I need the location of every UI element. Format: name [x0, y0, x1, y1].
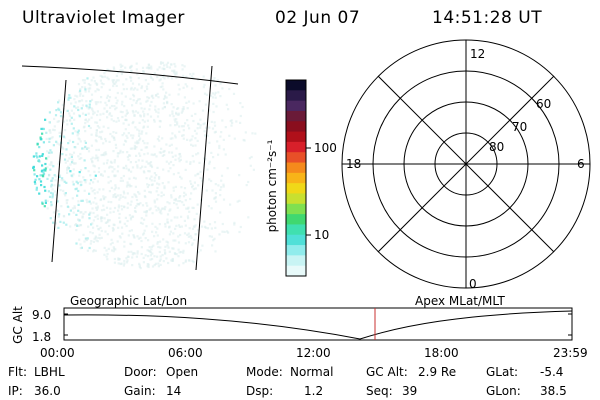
colorbar-band: [286, 255, 306, 267]
timeline-xtick-1800: 18:00: [424, 346, 459, 360]
polar-label-6: 6: [577, 157, 585, 171]
altitude-curve: [63, 310, 573, 340]
timeline-xtick-0600: 06:00: [168, 346, 203, 360]
colorbar-band: [286, 110, 306, 122]
timeline-xtick-1200: 12:00: [296, 346, 331, 360]
polar-lat-70: 70: [512, 120, 528, 134]
aurora-emission-speckle: [32, 61, 257, 270]
mode-label: Mode:: [246, 365, 283, 379]
timeline-xtick-2359: 23:59: [553, 346, 588, 360]
colorbar-band: [286, 141, 306, 153]
ip-label: IP:: [8, 384, 23, 398]
colorbar-band: [286, 203, 306, 215]
seq-value: 39: [402, 384, 418, 398]
dsp-label: Dsp:: [246, 384, 274, 398]
timeline-left-label: Geographic Lat/Lon: [70, 294, 188, 308]
colorbar-band: [286, 172, 306, 184]
glat-label: GLat:: [486, 365, 519, 379]
colorbar-band: [286, 100, 306, 112]
geo-grid-line: [51, 79, 67, 263]
gcalt-label: GC Alt:: [366, 365, 408, 379]
colorbar-band: [286, 131, 306, 143]
colorbar-band: [286, 224, 306, 236]
gain-value: 14: [166, 384, 182, 398]
glon-label: GLon:: [486, 384, 521, 398]
instrument-title: Ultraviolet Imager: [22, 8, 185, 28]
colorbar-band: [286, 245, 306, 256]
door-value: Open: [166, 365, 199, 379]
colorbar-band: [286, 162, 306, 174]
gcalt-value: 2.9 Re: [418, 365, 457, 379]
polar-lat-80: 80: [489, 140, 505, 154]
flt-label: Flt:: [8, 365, 27, 379]
polar-label-0: 0: [469, 277, 477, 291]
ip-value: 36.0: [34, 384, 61, 398]
timeline-right-label: Apex MLat/MLT: [415, 294, 505, 308]
colorbar-band: [286, 152, 306, 164]
date-label: 02 Jun 07: [275, 8, 361, 28]
polar-lat-60: 60: [536, 97, 552, 111]
colorbar-band: [286, 90, 306, 102]
glat-value: -5.4: [540, 365, 564, 379]
polar-label-12: 12: [470, 47, 486, 61]
colorbar-band: [286, 80, 306, 91]
flt-value: LBHL: [34, 365, 65, 379]
colorbar-band: [286, 265, 306, 277]
timeline-xtick-0000: 00:00: [40, 346, 75, 360]
colorbar-band: [286, 121, 306, 133]
colorbar-band: [286, 183, 306, 195]
timeline-ytick-1.8: 1.8: [32, 330, 52, 344]
dsp-value: 1.2: [304, 384, 324, 398]
geo-grid-line: [21, 65, 239, 85]
timeline-ytick-9: 9.0: [32, 308, 52, 322]
colorbar-band: [286, 234, 306, 246]
glon-value: 38.5: [540, 384, 567, 398]
colorbar-band: [286, 193, 306, 205]
time-label: 14:51:28 UT: [432, 8, 543, 28]
colorbar-band: [286, 214, 306, 226]
colorbar-tick-100: 100: [314, 141, 337, 155]
mode-value: Normal: [290, 365, 334, 379]
colorbar-tick-10: 10: [314, 228, 330, 242]
door-label: Door:: [124, 365, 157, 379]
polar-label-18: 18: [346, 157, 362, 171]
seq-label: Seq:: [366, 384, 393, 398]
geo-grid-line: [195, 65, 213, 271]
gain-label: Gain:: [124, 384, 156, 398]
